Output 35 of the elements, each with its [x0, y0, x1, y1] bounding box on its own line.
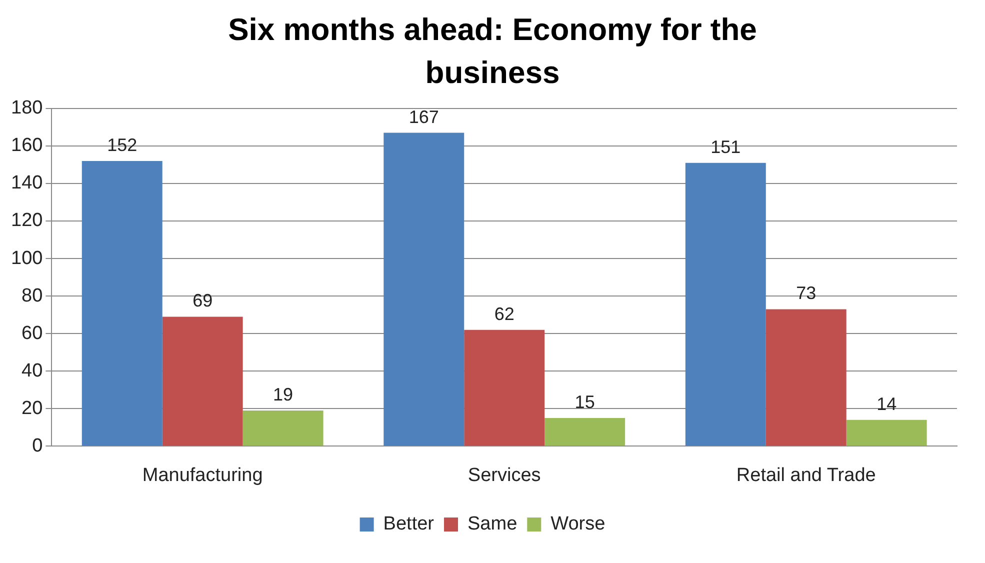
- bar: [162, 316, 243, 446]
- bar: [685, 162, 766, 446]
- bar: [846, 420, 927, 446]
- x-tick-label: Manufacturing: [142, 464, 263, 486]
- bar: [766, 309, 846, 446]
- data-label: 151: [710, 136, 741, 157]
- y-tick-label: 180: [11, 98, 43, 119]
- bar: [82, 160, 162, 446]
- data-label: 62: [494, 304, 514, 324]
- y-tick-label: 20: [22, 398, 43, 419]
- bar: [544, 418, 626, 446]
- data-label: 14: [876, 394, 897, 414]
- data-label: 69: [192, 290, 213, 311]
- y-tick-label: 100: [11, 248, 43, 269]
- data-label: 15: [574, 392, 595, 412]
- bar: [464, 330, 545, 446]
- y-tick-label: 0: [32, 435, 43, 456]
- data-label: 19: [273, 384, 294, 405]
- y-tick-label: 120: [11, 210, 43, 232]
- data-label: 167: [408, 106, 439, 127]
- y-tick-label: 60: [22, 322, 43, 344]
- data-label: 73: [796, 283, 816, 304]
- data-label: 152: [107, 134, 138, 155]
- legend-label: Same: [468, 514, 518, 535]
- chart-title: Six months ahead: Economy for the business: [227, 11, 758, 92]
- y-tick-label: 40: [22, 360, 43, 382]
- bar: [384, 132, 464, 446]
- y-tick-label: 160: [11, 135, 43, 156]
- x-tick-label: Retail and Trade: [736, 464, 876, 486]
- legend-label: Better: [383, 514, 435, 535]
- x-tick-label: Services: [468, 464, 541, 486]
- bar: [242, 410, 324, 446]
- y-tick-label: 80: [22, 285, 43, 306]
- legend-label: Worse: [550, 514, 606, 535]
- y-tick-label: 140: [11, 172, 43, 194]
